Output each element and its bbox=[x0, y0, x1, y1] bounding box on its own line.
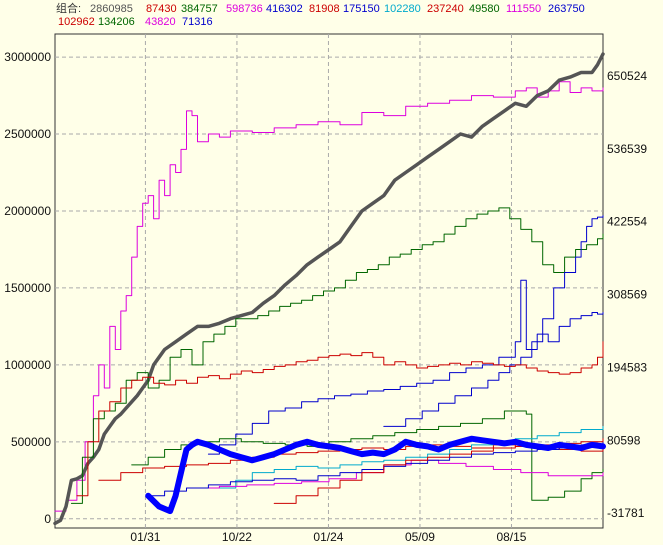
y-left-tick-label: 500000 bbox=[11, 435, 51, 449]
y-right-tick-label: 422554 bbox=[607, 215, 647, 229]
y-right-tick-label: -31781 bbox=[607, 506, 645, 520]
series-line-0 bbox=[54, 81, 604, 512]
legend-item: 49580 bbox=[469, 3, 500, 15]
x-tick-label: 01/31 bbox=[130, 530, 160, 544]
legend-item: 43820 bbox=[145, 16, 176, 28]
x-tick-label: 10/22 bbox=[222, 530, 252, 544]
y-right-tick-label: 194583 bbox=[607, 360, 647, 374]
series-line-12 bbox=[145, 435, 606, 515]
series-line-4 bbox=[383, 215, 604, 427]
legend-item: 102280 bbox=[384, 3, 421, 15]
legend-prefix: 组合: bbox=[56, 3, 82, 15]
legend-item: 384757 bbox=[181, 3, 218, 15]
legend-item: 134206 bbox=[98, 16, 135, 28]
y-right-tick-label: 536539 bbox=[607, 142, 647, 156]
y-left-tick-label: 0 bbox=[44, 512, 51, 526]
series-line-1 bbox=[53, 52, 605, 526]
legend: 组合: 2860985 87430 384757 598736 416302 81908 17… bbox=[0, 0, 663, 32]
x-tick-label: 08/15 bbox=[496, 530, 526, 544]
legend-item: 237240 bbox=[427, 3, 464, 15]
axes-layer: 0 500000 1000000 1500000 2000000 2500000 30000… bbox=[4, 50, 647, 544]
legend-item: 81908 bbox=[309, 3, 340, 15]
x-tick-label: 01/24 bbox=[313, 530, 343, 544]
series-line-2 bbox=[70, 207, 604, 504]
y-left-tick-label: 3000000 bbox=[4, 50, 51, 64]
x-tick-label: 05/09 bbox=[405, 530, 435, 544]
legend-item: 263750 bbox=[548, 3, 585, 15]
legend-item: 416302 bbox=[266, 3, 303, 15]
y-left-tick-label: 2500000 bbox=[4, 127, 51, 141]
legend-item: 598736 bbox=[226, 3, 263, 15]
series-line-3 bbox=[207, 279, 604, 455]
y-left-tick-label: 1000000 bbox=[4, 358, 51, 372]
y-left-tick-label: 1500000 bbox=[4, 281, 51, 295]
legend-item: 2860985 bbox=[90, 3, 133, 15]
legend-item: 111550 bbox=[506, 3, 542, 15]
y-right-tick-label: 80598 bbox=[607, 433, 641, 447]
y-left-tick-label: 2000000 bbox=[4, 204, 51, 218]
legend-item: 175150 bbox=[343, 3, 380, 15]
y-right-tick-label: 650524 bbox=[607, 69, 647, 83]
series-layer bbox=[53, 52, 606, 526]
series-line-8 bbox=[218, 425, 604, 489]
series-line-5 bbox=[76, 341, 604, 497]
legend-item: 87430 bbox=[146, 3, 177, 15]
grid bbox=[55, 34, 603, 528]
legend-item: 102962 bbox=[58, 16, 95, 28]
legend-item: 71316 bbox=[182, 16, 213, 28]
y-right-tick-label: 308569 bbox=[607, 288, 647, 302]
